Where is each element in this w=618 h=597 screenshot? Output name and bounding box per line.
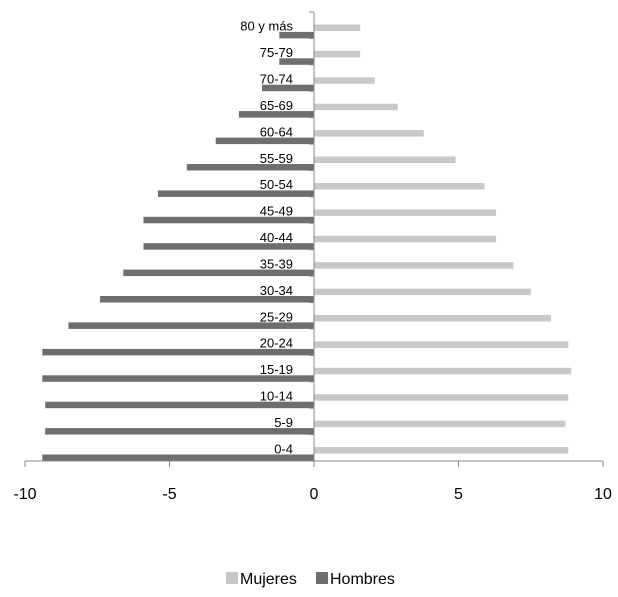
category-label: 60-64 [260, 124, 293, 139]
bar-hombres-20-24 [42, 348, 315, 356]
bar-hombres-80-y-más [279, 31, 314, 39]
x-tick-label: 5 [454, 486, 463, 503]
category-label: 35-39 [260, 256, 293, 271]
bar-mujeres-5-9 [314, 420, 566, 428]
category-label: 15-19 [260, 362, 293, 377]
category-label: 55-59 [260, 151, 293, 166]
bar-mujeres-55-59 [314, 156, 456, 163]
category-label: 5-9 [274, 415, 293, 430]
bar-hombres-75-79 [279, 58, 314, 65]
bar-mujeres-50-54 [314, 183, 485, 190]
axis-layer [24, 11, 604, 467]
bar-mujeres-10-14 [314, 394, 569, 401]
bar-mujeres-35-39 [314, 262, 514, 269]
bar-mujeres-70-74 [314, 77, 375, 84]
bar-mujeres-25-29 [314, 315, 551, 322]
legend-label-mujeres: Mujeres [240, 571, 297, 588]
category-label: 25-29 [260, 309, 293, 324]
category-label: 30-34 [260, 283, 293, 298]
bar-hombres-35-39 [123, 269, 314, 277]
category-label: 50-54 [260, 177, 293, 192]
x-tick-label: 0 [310, 486, 319, 503]
bar-mujeres-75-79 [314, 50, 361, 58]
bar-mujeres-30-34 [314, 288, 531, 296]
bar-hombres-10-14 [45, 401, 314, 409]
bar-hombres-25-29 [68, 322, 315, 329]
bars-layer [42, 24, 572, 461]
bar-hombres-5-9 [45, 428, 314, 435]
bar-mujeres-40-44 [314, 235, 497, 243]
category-label: 70-74 [260, 72, 293, 87]
bar-mujeres-0-4 [314, 447, 569, 454]
category-label: 65-69 [260, 98, 293, 113]
legend: Mujeres Hombres [226, 571, 395, 588]
bar-hombres-30-34 [100, 296, 314, 303]
bar-hombres-55-59 [186, 164, 314, 171]
bar-hombres-50-54 [157, 190, 314, 197]
legend-swatch-hombres [316, 572, 328, 584]
bar-mujeres-80-y-más [314, 24, 361, 31]
bar-mujeres-65-69 [314, 103, 398, 111]
bar-mujeres-20-24 [314, 341, 569, 348]
bar-hombres-40-44 [143, 243, 314, 250]
x-tick-label: 10 [594, 486, 612, 503]
bar-hombres-0-4 [42, 454, 315, 461]
category-label: 75-79 [260, 45, 293, 60]
category-label: 0-4 [274, 441, 293, 456]
labels-layer: 0-4 5-9 10-14 15-19 20-24 25-29 30-34 35-39 40-4… [13, 19, 612, 503]
bar-hombres-60-64 [215, 137, 314, 145]
x-tick-label: -10 [13, 486, 36, 503]
category-label: 40-44 [260, 230, 293, 245]
bar-mujeres-60-64 [314, 130, 424, 137]
bar-hombres-70-74 [262, 84, 314, 92]
category-label: 20-24 [260, 336, 293, 351]
x-tick-label: -5 [162, 486, 176, 503]
legend-swatch-mujeres [226, 572, 238, 584]
category-label: 80 y más [240, 19, 293, 34]
legend-label-hombres: Hombres [330, 571, 395, 588]
bar-hombres-15-19 [42, 375, 315, 382]
bar-hombres-65-69 [238, 111, 314, 118]
category-label: 45-49 [260, 204, 293, 219]
bar-mujeres-45-49 [314, 209, 497, 216]
category-label: 10-14 [260, 389, 293, 404]
bar-hombres-45-49 [143, 216, 314, 224]
bar-mujeres-15-19 [314, 367, 572, 375]
